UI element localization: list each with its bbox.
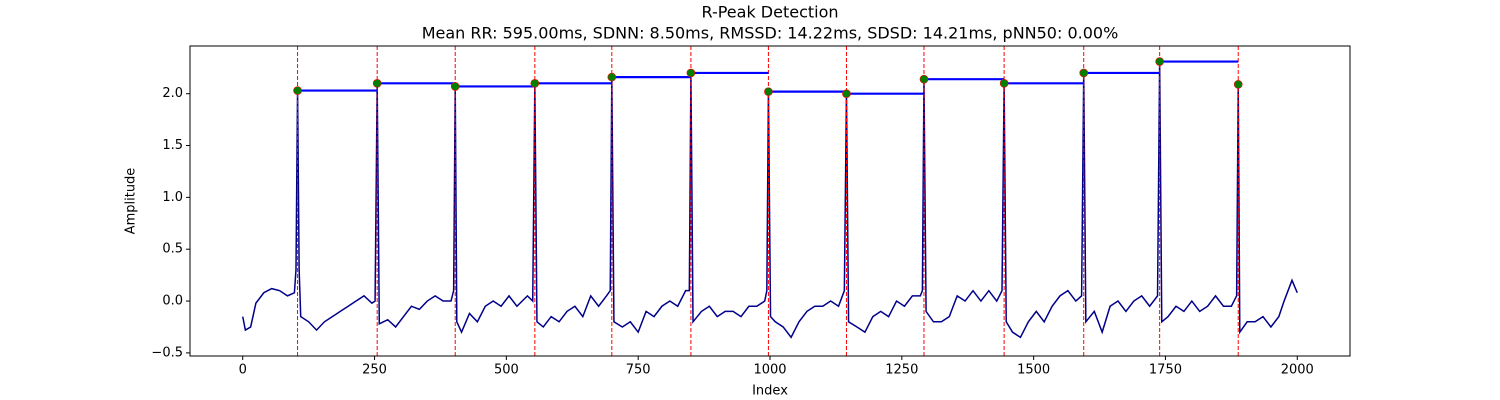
y-tick-label: 0.0: [162, 294, 183, 309]
y-tick-label: 1.5: [162, 138, 183, 153]
x-tick-label: 2000: [1281, 363, 1314, 378]
x-tick-label: 500: [494, 363, 519, 378]
y-axis-label: Amplitude: [124, 168, 139, 235]
peak-marker: [919, 74, 929, 84]
peak-marker: [1079, 68, 1089, 78]
peak-marker: [530, 79, 540, 88]
plot-frame: [189, 45, 1351, 357]
peak-marker: [607, 72, 617, 82]
y-tick-label: 1.0: [162, 190, 183, 205]
x-axis-label: Index: [752, 384, 788, 399]
peak-marker: [1233, 80, 1243, 89]
x-tick-label: 1250: [885, 363, 918, 378]
chart-title: R-Peak Detection: [701, 3, 838, 22]
peak-marker: [1155, 57, 1164, 66]
y-tick-label: 2.0: [162, 86, 183, 101]
peak-marker: [686, 68, 696, 78]
y-tick-label: −0.5: [151, 345, 183, 360]
peak-marker: [999, 79, 1009, 88]
ecg-signal: [241, 61, 1298, 339]
y-tick-label: 0.5: [162, 242, 183, 257]
peak-marker: [293, 86, 302, 95]
peak-marker: [372, 79, 382, 88]
chart-subtitle: Mean RR: 595.00ms, SDNN: 8.50ms, RMSSD: …: [422, 24, 1119, 43]
x-tick-label: 750: [626, 363, 651, 378]
x-tick-label: 250: [362, 363, 387, 378]
peak-marker: [764, 87, 773, 96]
x-tick-label: 1500: [1017, 363, 1050, 378]
peak-marker: [450, 82, 460, 91]
peak-marker: [842, 89, 851, 98]
x-tick-label: 1750: [1149, 363, 1182, 378]
x-tick-label: 1000: [753, 363, 786, 378]
x-tick-label: 0: [239, 363, 247, 378]
